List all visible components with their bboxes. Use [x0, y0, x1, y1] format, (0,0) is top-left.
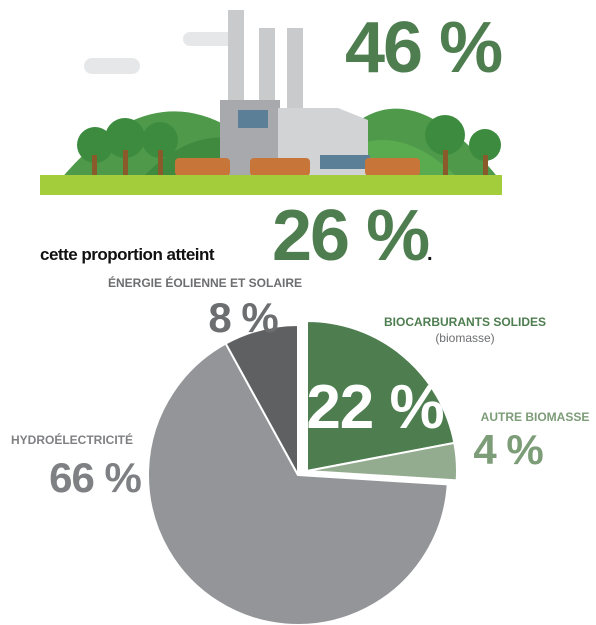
sentence-text: cette proportion atteint [40, 245, 215, 264]
headline-value: 46 % [345, 8, 502, 88]
value-label: 66 % [49, 454, 141, 501]
category-label: ÉNERGIE ÉOLIENNE ET SOLAIRE [108, 275, 302, 290]
value-label: 8 % [208, 294, 278, 341]
pie-chart: BIOCARBURANTS SOLIDES 22 % AUTRE BIOMASSE 4… [11, 275, 589, 625]
sentence-end: . [427, 243, 433, 265]
category-label: HYDROÉLECTRICITÉ [11, 432, 133, 447]
infographic: 46 % cette proportion atteint 26 % . BIO… [0, 0, 596, 625]
category-note: (biomasse) [435, 331, 494, 345]
sentence-value: 26 % [272, 196, 429, 276]
value-label: 4 % [473, 426, 543, 473]
category-label: AUTRE BIOMASSE [481, 410, 590, 424]
category-label: BIOCARBURANTS SOLIDES [384, 315, 546, 329]
value-label: 22 % [306, 373, 443, 442]
